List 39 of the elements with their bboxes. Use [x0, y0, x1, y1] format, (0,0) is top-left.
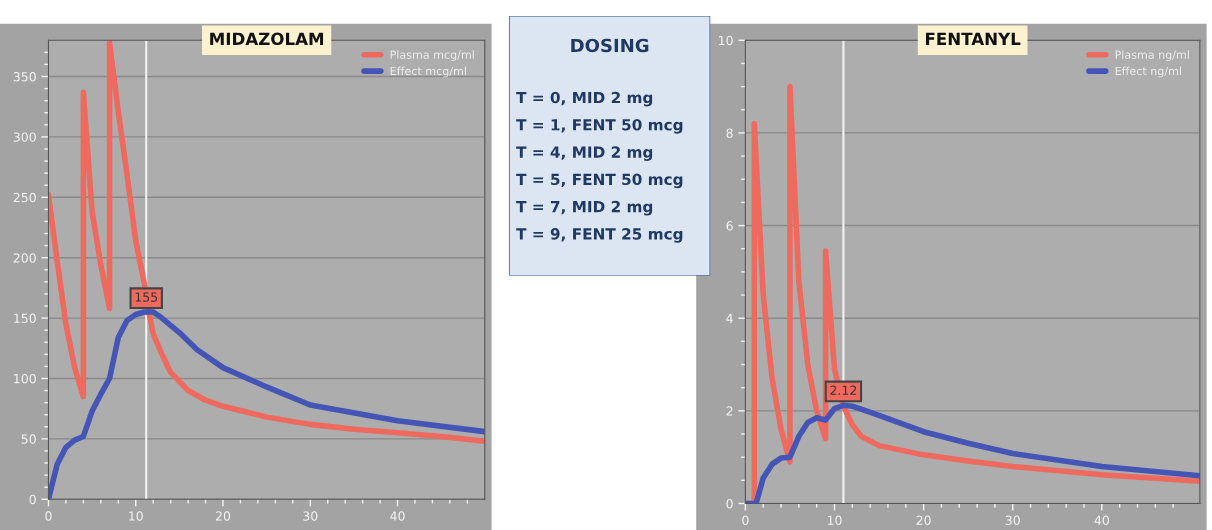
legend-label: Plasma mcg/ml [390, 50, 474, 62]
y-tick-label: 300 [13, 132, 36, 142]
legend-label: Effect mcg/ml [390, 66, 466, 78]
y-tick-label: 350 [13, 71, 36, 82]
y-tick-label: 150 [14, 313, 36, 324]
text: T = 4, MID 2 mg [516, 146, 653, 161]
y-tick-label: 200 [13, 253, 36, 263]
x-tick-label: 0 [45, 511, 52, 521]
y-tick-label: 4 [726, 313, 733, 323]
text: T = 7, MID 2 mg [516, 200, 653, 216]
y-tick-label: 50 [21, 434, 36, 444]
x-tick-label: 10 [827, 515, 842, 525]
text: T = 1, FENT 50 mcg [516, 119, 683, 134]
chart-title: MIDAZOLAM [210, 32, 324, 46]
x-tick-label: 30 [1005, 515, 1020, 525]
text: T = 5, FENT 50 mcg [516, 173, 683, 189]
y-tick-label: 8 [726, 128, 733, 138]
x-tick-label: 0 [742, 515, 749, 525]
y-tick-label: 6 [726, 221, 733, 231]
y-tick-label: 0 [726, 498, 733, 509]
y-tick-label: 100 [14, 373, 36, 384]
x-tick-label: 20 [215, 511, 231, 521]
y-tick-label: 250 [13, 192, 36, 203]
x-tick-label: 40 [390, 511, 405, 521]
x-tick-label: 10 [129, 511, 143, 521]
x-tick-label: 30 [303, 511, 318, 521]
annotation: 2.12 [830, 385, 857, 395]
legend-label: Plasma ng/ml [1115, 50, 1189, 62]
y-tick-label: 0 [29, 494, 36, 505]
chart-title: FENTANYL [926, 32, 1021, 45]
text: DOSING [571, 38, 649, 53]
x-tick-label: 40 [1094, 515, 1109, 525]
annotation: 155 [135, 292, 158, 302]
y-tick-label: 2 [726, 406, 733, 416]
y-tick-label: 10 [719, 35, 733, 46]
x-tick-label: 20 [916, 515, 931, 525]
legend-label: Effect ng/ml [1115, 66, 1181, 78]
text: T = 0, MID 2 mg [516, 91, 653, 107]
text: T = 9, FENT 25 mcg [516, 228, 683, 243]
